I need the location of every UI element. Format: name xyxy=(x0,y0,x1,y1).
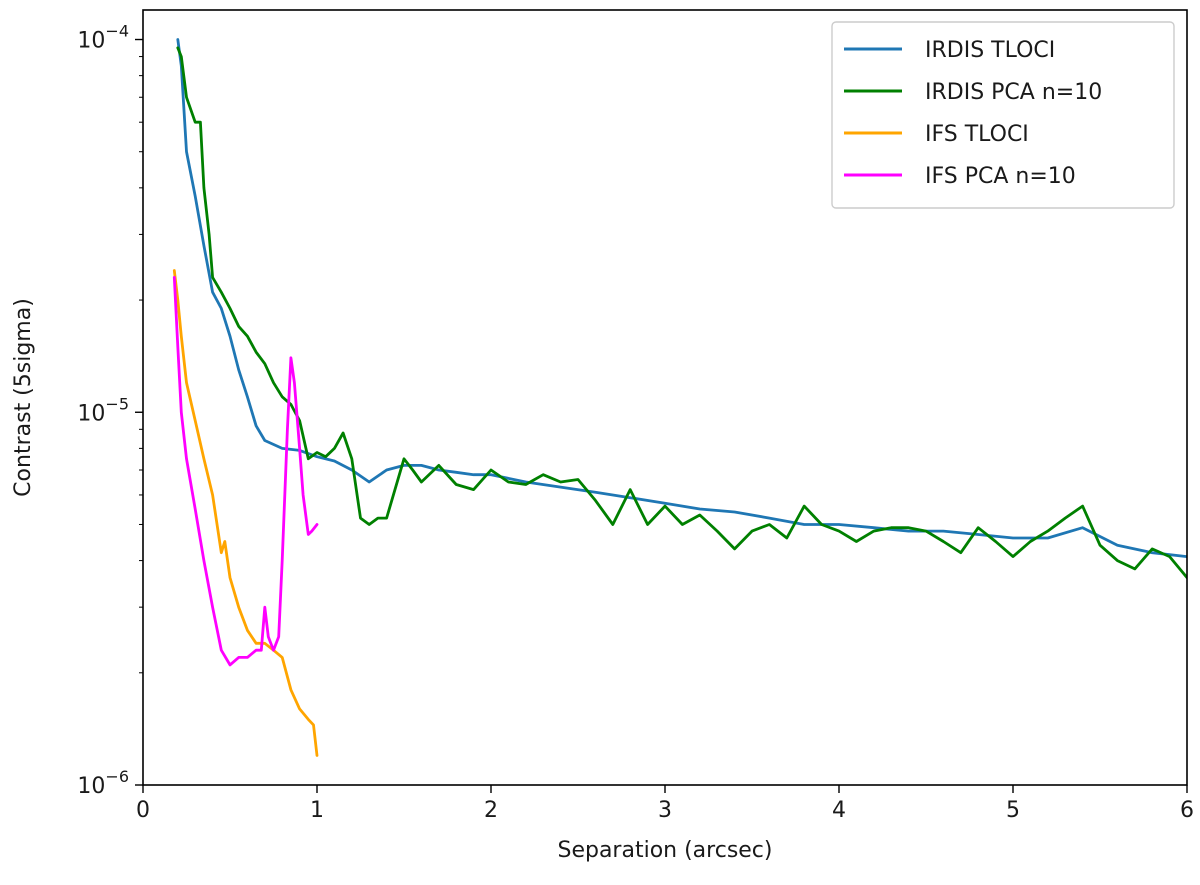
series-line-irdis-pca-n-10 xyxy=(176,46,1187,579)
series-line-irdis-tloci xyxy=(176,38,1187,558)
x-tick-label: 3 xyxy=(658,798,672,823)
legend-label-irdis-tloci: IRDIS TLOCI xyxy=(925,38,1055,63)
x-axis: 0 1 2 3 4 5 6 xyxy=(136,785,1194,823)
legend: IRDIS TLOCI IRDIS PCA n=10 IFS TLOCI IFS PC… xyxy=(831,21,1175,209)
legend-box xyxy=(831,21,1175,209)
x-tick-label: 0 xyxy=(136,798,150,823)
series-line-ifs-tloci xyxy=(172,269,319,757)
legend-label-ifs-pca-n-10: IFS PCA n=10 xyxy=(925,164,1076,189)
y-axis-label: Contrast (5sigma) xyxy=(11,298,36,497)
y-tick-label: 10−4 xyxy=(77,22,129,54)
y-tick-label: 10−5 xyxy=(77,394,129,426)
series-line-ifs-pca-n-10 xyxy=(172,275,319,667)
x-tick-label: 6 xyxy=(1180,798,1194,823)
y-axis: 10−4 10−5 10−6 xyxy=(77,22,143,799)
x-tick-label: 5 xyxy=(1006,798,1020,823)
x-tick-label: 4 xyxy=(832,798,846,823)
x-tick-label: 1 xyxy=(310,798,324,823)
x-axis-label: Separation (arcsec) xyxy=(557,838,772,863)
x-tick-label: 2 xyxy=(484,798,498,823)
legend-label-irdis-pca-n-10: IRDIS PCA n=10 xyxy=(925,80,1102,105)
series-layer xyxy=(172,38,1187,757)
y-tick-label: 10−6 xyxy=(77,767,129,799)
legend-label-ifs-tloci: IFS TLOCI xyxy=(925,122,1029,147)
